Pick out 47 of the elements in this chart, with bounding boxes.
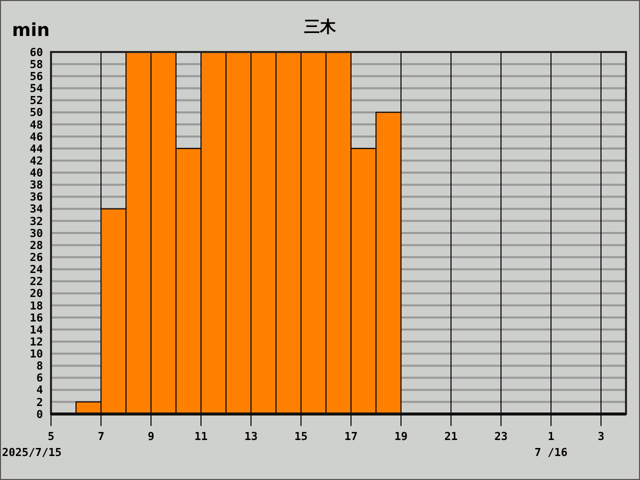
- x-tick-label: 3: [598, 430, 604, 443]
- y-tick-label: 2: [36, 396, 43, 409]
- y-tick-label: 4: [36, 384, 44, 397]
- y-tick-label: 30: [30, 226, 43, 240]
- x-tick-label: 13: [244, 430, 258, 443]
- x-tick-label: 1: [548, 430, 555, 443]
- x-tick-label: 19: [394, 430, 408, 443]
- x-tick-label: 23: [494, 430, 508, 443]
- text: 2025/7/15: [2, 446, 62, 459]
- y-tick-label: 0: [36, 408, 43, 421]
- y-tick-label: 20: [30, 287, 43, 300]
- x-tick-label: 11: [194, 430, 208, 443]
- y-tick-label: 32: [30, 214, 43, 228]
- y-tick-label: 8: [36, 360, 43, 373]
- y-tick-label: 22: [30, 275, 43, 288]
- y-axis-title: min: [12, 20, 50, 41]
- y-tick-label: 6: [36, 372, 44, 385]
- y-tick-label: 36: [30, 190, 44, 204]
- x-tick-label: 9: [148, 430, 154, 443]
- x-tick-label: 17: [344, 430, 358, 443]
- y-tick-label: 14: [30, 323, 44, 336]
- y-tick-label: 46: [30, 130, 44, 144]
- y-tick-label: 12: [30, 335, 43, 348]
- y-tick-label: 26: [30, 250, 44, 264]
- y-tick-label: 50: [30, 106, 43, 120]
- y-tick-label: 38: [30, 178, 43, 192]
- x-tick-label: 15: [294, 430, 308, 443]
- x-tick-label: 5: [48, 430, 54, 443]
- x-tick-label: 7: [98, 430, 104, 443]
- y-tick-label: 10: [30, 348, 43, 361]
- y-tick-label: 18: [30, 299, 43, 312]
- text: 7 /16: [534, 446, 568, 459]
- y-tick-label: 28: [30, 238, 43, 252]
- y-tick-label: 42: [30, 154, 43, 168]
- y-tick-label: 24: [30, 263, 44, 276]
- y-tick-label: 52: [30, 94, 43, 108]
- y-tick-label: 40: [30, 166, 43, 180]
- y-tick-label: 44: [30, 142, 44, 156]
- y-tick-label: 56: [30, 70, 44, 83]
- y-tick-label: 48: [30, 118, 43, 132]
- y-tick-label: 34: [30, 202, 44, 216]
- y-tick-label: 54: [30, 82, 44, 96]
- y-tick-label: 16: [30, 311, 44, 324]
- x-tick-label: 21: [444, 430, 458, 443]
- y-tick-label: 60: [30, 46, 43, 59]
- y-tick-label: 58: [30, 58, 43, 71]
- chart-title: 三木: [304, 17, 337, 36]
